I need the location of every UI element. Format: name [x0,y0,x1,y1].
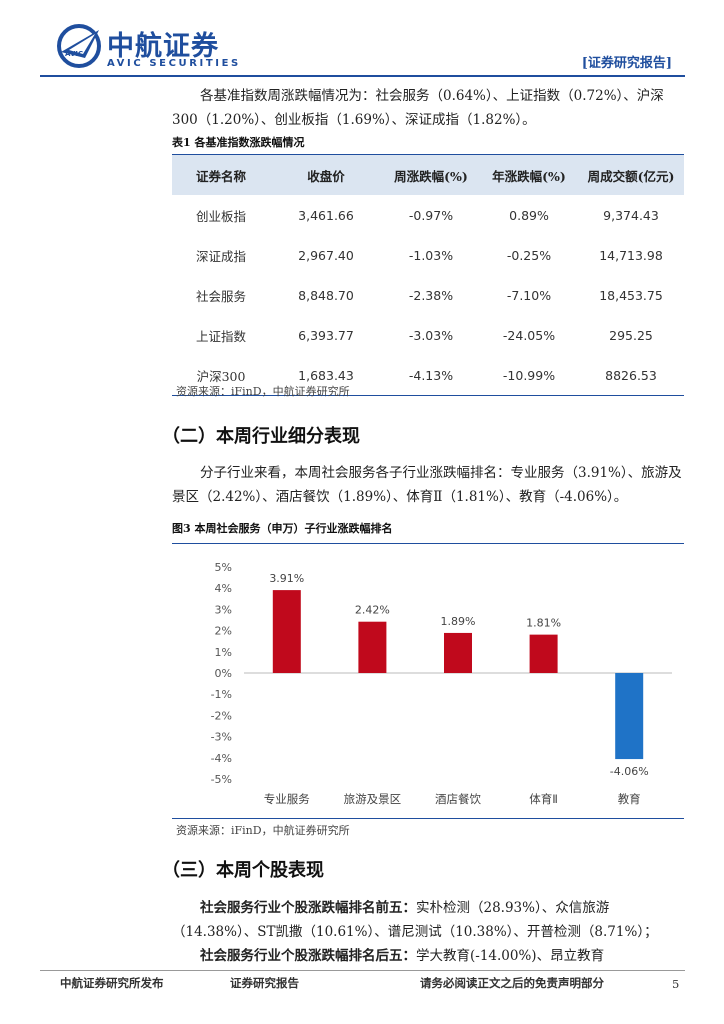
data-label: 2.42% [355,604,390,617]
table-row: 深证成指 2,967.40 -1.03% -0.25% 14,713.98 [172,235,684,275]
table-cell: 1,683.43 [298,367,354,383]
top-five-text: 实朴检测（28.93%）、众信旅游（14.38%）、ST凯撒（10.61%）、谱… [172,900,658,940]
table-row: 沪深300 1,683.43 -4.13% -10.99% 8826.53 [172,355,684,395]
intro-paragraph: 各基准指数周涨跌幅情况为：社会服务（0.64%）、上证指数（0.72%）、沪深 … [172,88,664,128]
bar [529,634,558,673]
column-header: 周成交额(亿元) [578,155,684,195]
y-tick-label: 5% [215,561,232,574]
x-category-label: 体育Ⅱ [529,792,558,806]
table1-caption: 表1 各基准指数涨跌幅情况 [172,136,305,149]
table-cell: 社会服务 [195,288,246,304]
section3-top-paragraph: 社会服务行业个股涨跌幅排名前五：实朴检测（28.93%）、众信旅游（14.38%… [172,896,684,944]
bar [272,590,301,673]
y-tick-label: -1% [211,688,232,701]
table-cell: -2.38% [408,287,454,303]
x-category-label: 专业服务 [264,792,310,806]
table-cell: 深证成指 [195,248,246,264]
airplane-logo-icon: AVIC [57,24,101,68]
table-cell: -10.99% [502,367,556,383]
bar [615,673,644,760]
data-label: 1.89% [441,615,476,628]
index-performance-table: 证券名称 收盘价 周涨跌幅(%) 年涨跌幅(%) 周成交额(亿元) 创业板指 3,461.… [172,155,684,395]
table-cell: 9,374.43 [603,207,659,223]
y-tick-label: -2% [211,709,232,722]
table1-source: 资源来源：iFinD，中航证券研究所 [176,385,350,398]
table-cell: 上证指数 [195,328,246,344]
table-cell: 沪深300 [196,368,246,384]
table-cell: 6,393.77 [298,327,354,343]
table-header-row: 证券名称 收盘价 周涨跌幅(%) 年涨跌幅(%) 周成交额(亿元) [172,155,684,195]
company-logo: AVIC 中航证券 AVIC SECURITIES [55,22,255,70]
figure3-caption: 图3 本周社会服务（申万）子行业涨跌幅排名 [172,522,393,535]
table-cell: 3,461.66 [298,207,354,223]
subindustry-bar-chart: 5% 4% 3% 2% 1% 0% -1% -2% -3% -4% -5% 3.91% 专业服务 2.42… [211,561,672,806]
bottom-five-text: 学大教育(-14.00%)、昂立教育(-12.35%)、 [416,948,605,964]
data-label: 3.91% [269,572,304,585]
page-number: 5 [672,977,680,991]
y-tick-label: 0% [215,667,232,680]
index-table-wrapper: 证券名称 收盘价 周涨跌幅(%) 年涨跌幅(%) 周成交额(亿元) 创业板指 3,461.… [172,154,684,396]
y-tick-label: 4% [215,582,232,595]
table-cell: 8826.53 [605,367,657,383]
report-type-tag: [证券研究报告] [581,56,672,71]
figure3-top-rule [172,543,684,544]
table-cell: -4.13% [408,367,454,383]
logo-english-name: AVIC SECURITIES [107,58,241,69]
table-cell: 295.25 [609,327,653,343]
column-header: 周涨跌幅(%) [382,155,480,195]
bar [444,632,472,673]
figure3-bottom-rule [172,818,684,819]
table-row: 社会服务 8,848.70 -2.38% -7.10% 18,453.75 [172,275,684,315]
table-row: 上证指数 6,393.77 -3.03% -24.05% 295.25 [172,315,684,355]
table-cell: -1.03% [408,247,454,263]
top-five-label: 社会服务行业个股涨跌幅排名前五： [200,900,416,916]
figure3-source: 资源来源：iFinD，中航证券研究所 [176,824,350,837]
x-category-label: 旅游及景区 [344,792,402,806]
bar [358,621,387,673]
y-tick-label: 3% [215,603,232,616]
table-cell: 8,848.70 [298,287,354,303]
section3-bottom-paragraph: 社会服务行业个股涨跌幅排名后五：学大教育(-14.00%)、昂立教育(-12.3… [172,944,684,966]
bottom-five-label: 社会服务行业个股涨跌幅排名后五： [200,948,416,964]
logo-badge: AVIC [65,50,83,58]
x-category-label: 酒店餐饮 [435,792,481,806]
table-cell: 14,713.98 [599,247,663,263]
table-cell: -24.05% [502,327,556,343]
table-cell: 18,453.75 [599,287,663,303]
table-row: 创业板指 3,461.66 -0.97% 0.89% 9,374.43 [172,195,684,235]
column-header: 年涨跌幅(%) [480,155,578,195]
table-cell: -0.25% [506,247,552,263]
y-tick-label: -3% [211,731,232,744]
table-cell: -7.10% [506,287,552,303]
footer-divider [40,970,685,971]
section3-heading: （三）本周个股表现 [162,860,324,881]
column-header: 收盘价 [270,155,382,195]
logo-chinese-name: 中航证券 [107,31,219,62]
y-tick-label: -4% [211,752,232,765]
table-cell: -3.03% [408,327,454,343]
section2-paragraph: 分子行业来看，本周社会服务各子行业涨跌幅排名：专业服务（3.91%）、旅游及景区… [172,465,682,505]
table-cell: 0.89% [509,207,549,223]
column-header: 证券名称 [172,155,270,195]
x-category-label: 教育 [618,792,641,806]
y-tick-label: 2% [215,625,232,638]
table-cell: 2,967.40 [298,247,354,263]
table-cell: -0.97% [408,207,454,223]
table-cell: 创业板指 [195,208,246,224]
header-divider [40,75,685,77]
y-tick-label: -5% [211,773,232,786]
data-label: 1.81% [526,617,561,630]
footer-disclaimer: 请务必阅读正文之后的免责声明部分 [420,976,604,990]
section2-heading: （二）本周行业细分表现 [162,426,360,447]
y-tick-label: 1% [215,646,232,659]
footer-publisher: 中航证券研究所发布 [60,976,164,990]
footer-report-type: 证券研究报告 [230,976,299,990]
data-label: -4.06% [610,765,649,778]
